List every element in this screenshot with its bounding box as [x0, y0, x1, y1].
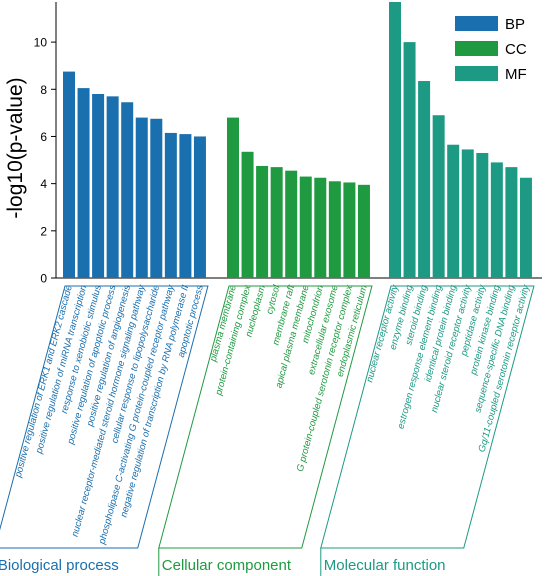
bar-bp	[135, 117, 148, 278]
bar-mf	[447, 144, 460, 278]
group-bracket-bp	[0, 285, 209, 549]
group-bracket-cc	[158, 285, 373, 549]
group-brackets: Biological process Cellular component Mole…	[0, 285, 535, 576]
y-tick-label: 2	[40, 224, 47, 238]
bar-cc	[270, 167, 283, 278]
y-tick-label: 6	[40, 130, 47, 144]
bars	[63, 2, 532, 279]
bar-bp	[193, 136, 206, 278]
bar-bp	[63, 71, 75, 278]
bar-mf	[476, 152, 489, 278]
bar-cc	[299, 176, 312, 278]
legend: BP CC MF	[455, 16, 527, 83]
legend-label-bp: BP	[505, 16, 525, 33]
group-label-bp: Biological process	[0, 557, 119, 574]
bar-mf	[461, 149, 474, 278]
bar-cc	[241, 151, 254, 278]
legend-label-mf: MF	[505, 66, 527, 83]
bar-mf	[418, 81, 431, 279]
y-tick-label: 4	[40, 177, 47, 191]
group-label-cc: Cellular component	[162, 557, 292, 574]
y-axis-title: -log10(p-value)	[4, 77, 27, 218]
bar-cc	[328, 181, 341, 278]
legend-swatch-bp	[455, 16, 498, 31]
category-labels: positive regulation of ERK1 and ERK2 cas…	[13, 283, 533, 547]
bar-cc	[285, 170, 298, 278]
y-tick-label: 10	[34, 36, 48, 50]
bar-cc	[227, 117, 239, 278]
bar-mf	[505, 167, 518, 278]
bar-mf	[490, 162, 503, 278]
bar-bp	[92, 94, 105, 278]
bar-cc	[357, 184, 370, 278]
bar-bp	[121, 102, 134, 278]
group-label-mf: Molecular function	[324, 557, 446, 574]
bar-mf	[519, 177, 532, 278]
bar-cc	[343, 182, 356, 278]
legend-label-cc: CC	[505, 41, 527, 58]
y-tick-label: 8	[40, 83, 47, 97]
bar-cc	[256, 165, 269, 278]
legend-swatch-cc	[455, 41, 498, 56]
bar-cc	[314, 177, 327, 278]
bar-bp	[179, 134, 192, 278]
bar-bp	[77, 88, 90, 278]
bar-bp	[150, 118, 163, 279]
bar-mf	[389, 2, 401, 278]
bar-mf	[432, 115, 445, 278]
group-bracket-mf	[320, 285, 535, 549]
bar-bp	[106, 96, 119, 278]
bar-bp	[164, 132, 177, 278]
y-tick-label: 0	[40, 272, 47, 286]
bar-mf	[403, 42, 416, 278]
legend-swatch-mf	[455, 66, 498, 81]
